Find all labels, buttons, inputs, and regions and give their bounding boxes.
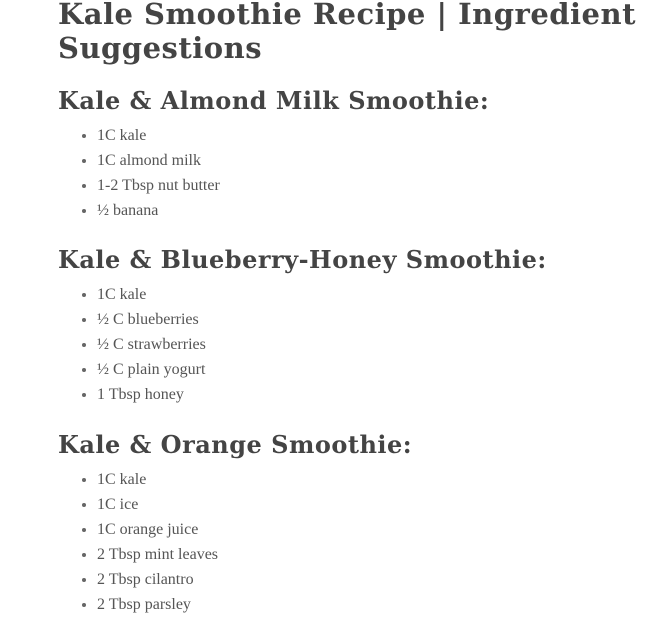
list-item: 1C almond milk [97,148,654,173]
list-item: ½ banana [97,198,654,223]
list-item: 1C kale [97,282,654,307]
recipe-section: Kale & Orange Smoothie: 1C kale1C ice1C o… [58,430,654,617]
list-item: 1-2 Tbsp nut butter [97,173,654,198]
recipe-section: Kale & Blueberry-Honey Smoothie:1C kale½… [58,245,654,407]
recipe-heading: Kale & Almond Milk Smoothie: [58,86,490,115]
ingredient-list: 1C kale½ C blueberries½ C strawberries½ … [58,282,654,407]
list-item: 2 Tbsp cilantro [97,567,654,592]
list-item: 2 Tbsp parsley [97,592,654,617]
recipe-section: Kale & Almond Milk Smoothie: 1C kale1C al… [58,86,654,223]
article: Kale Smoothie Recipe | Ingredient Sugges… [58,0,654,613]
page-title: Kale Smoothie Recipe | Ingredient Sugges… [58,0,636,65]
list-item: 1 Tbsp honey [97,382,654,407]
recipe-heading: Kale & Blueberry-Honey Smoothie: [58,245,547,274]
list-item: ½ C plain yogurt [97,357,654,382]
list-item: 2 Tbsp mint leaves [97,542,654,567]
ingredient-list: 1C kale1C ice1C orange juice2 Tbsp mint … [58,467,654,617]
list-item: 1C kale [97,467,654,492]
list-item: 1C orange juice [97,517,654,542]
list-item: 1C ice [97,492,654,517]
list-item: ½ C blueberries [97,307,654,332]
list-item: 1C kale [97,123,654,148]
list-item: ½ C strawberries [97,332,654,357]
ingredient-list: 1C kale1C almond milk1-2 Tbsp nut butter… [58,123,654,223]
recipe-heading: Kale & Orange Smoothie: [58,430,413,459]
